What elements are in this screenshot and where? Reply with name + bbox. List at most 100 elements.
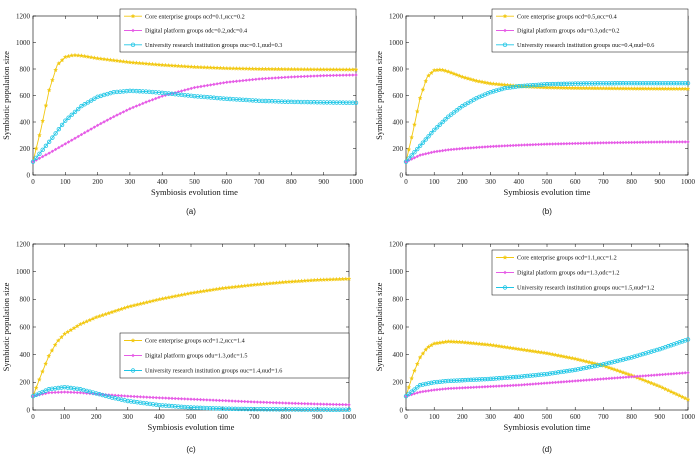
data-point: [202, 84, 206, 88]
data-point: [236, 284, 241, 289]
data-point: [334, 402, 339, 407]
data-point: [437, 67, 443, 72]
x-tick-label: 100: [59, 413, 70, 421]
data-point: [426, 389, 431, 393]
data-point: [330, 276, 336, 282]
data-point: [592, 81, 598, 86]
data-point: [486, 145, 490, 149]
data-point: [581, 141, 586, 145]
data-point: [267, 76, 271, 81]
data-point: [513, 84, 519, 89]
data-point: [47, 391, 51, 395]
data-point: [220, 285, 225, 291]
data-point: [525, 143, 529, 147]
data-point: [341, 73, 345, 77]
data-point: [550, 142, 555, 146]
y-tick-label: 200: [20, 145, 31, 153]
data-point: [261, 407, 266, 412]
data-point: [547, 81, 553, 87]
legend-entry: Digital platform groups αdu=0.3,αdc=0.2: [517, 28, 619, 35]
data-point: [172, 404, 178, 409]
data-point: [429, 70, 434, 75]
data-point: [185, 405, 191, 410]
data-point: [129, 394, 133, 399]
data-point: [522, 143, 527, 147]
data-point: [663, 80, 668, 86]
data-point: [491, 342, 496, 348]
data-point: [50, 149, 55, 153]
data-point: [406, 156, 412, 161]
data-point: [471, 385, 476, 390]
data-point: [595, 363, 600, 368]
data-point: [432, 127, 437, 133]
data-point: [606, 360, 612, 366]
data-point: [598, 362, 603, 368]
data-point: [337, 407, 342, 412]
y-tick-label: 1200: [16, 240, 31, 248]
data-point: [299, 401, 304, 406]
data-point: [505, 144, 510, 148]
data-point: [530, 83, 536, 88]
data-point: [525, 373, 530, 379]
data-point: [451, 378, 457, 383]
data-point: [188, 290, 194, 296]
legend-marker: [131, 353, 135, 358]
data-point: [550, 380, 555, 385]
data-point: [412, 387, 417, 392]
x-tick-label: 400: [514, 413, 525, 421]
data-point: [311, 66, 317, 72]
data-point: [482, 341, 488, 347]
data-point: [223, 285, 229, 290]
data-point: [137, 103, 142, 107]
data-point: [637, 352, 643, 358]
data-point: [140, 60, 146, 66]
data-point: [182, 397, 187, 401]
data-point: [192, 397, 196, 402]
data-point: [575, 357, 581, 362]
data-point: [69, 390, 73, 394]
data-point: [179, 292, 184, 297]
series-cyan: [30, 384, 352, 412]
data-point: [74, 323, 80, 329]
data-point: [505, 383, 510, 388]
data-point: [412, 368, 417, 373]
data-point: [426, 151, 431, 155]
data-point: [497, 384, 501, 388]
data-point: [167, 396, 171, 400]
data-point: [485, 376, 490, 382]
series-line: [405, 339, 689, 397]
legend: Core enterprise groups αcd=1.1,αcc=1.2 Di…: [491, 249, 689, 296]
data-point: [148, 395, 152, 400]
data-point: [522, 374, 527, 379]
data-point: [541, 82, 547, 87]
panel-caption: (a): [186, 207, 196, 216]
data-point: [590, 141, 594, 145]
data-point: [471, 377, 476, 382]
data-point: [220, 398, 225, 403]
data-point: [103, 311, 109, 317]
data-point: [315, 74, 319, 78]
data-point: [610, 376, 614, 380]
x-tick-label: 200: [91, 413, 102, 421]
data-point: [280, 279, 286, 285]
data-point: [437, 340, 443, 345]
data-point: [91, 55, 97, 60]
data-point: [280, 401, 285, 405]
data-point: [215, 82, 219, 86]
data-point: [536, 82, 541, 88]
data-point: [141, 400, 146, 406]
data-point: [228, 80, 232, 84]
data-point: [409, 134, 415, 140]
data-point: [276, 76, 281, 80]
legend-entry: Digital platform groups αdu=1.3,αdc=1.2: [517, 270, 619, 277]
x-tick-label: 200: [457, 178, 468, 186]
data-point: [179, 404, 184, 410]
data-point: [440, 67, 446, 73]
data-point: [146, 61, 152, 66]
data-point: [315, 277, 320, 282]
data-point: [229, 406, 235, 411]
data-point: [463, 146, 467, 151]
data-point: [460, 378, 465, 383]
data-point: [671, 342, 677, 347]
data-point: [449, 386, 453, 391]
